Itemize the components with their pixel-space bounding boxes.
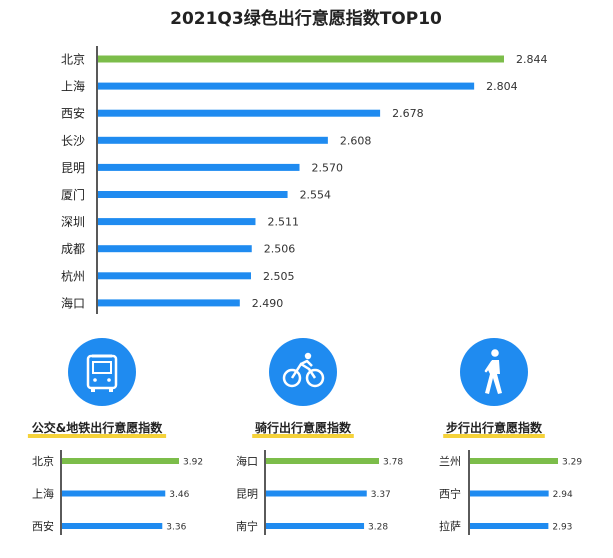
value-label: 2.570 [312,161,344,174]
bar [98,55,504,63]
value-label: 2.506 [264,243,296,256]
value-label: 2.490 [252,297,283,310]
category-label: 昆明 [236,488,258,501]
bar [98,136,328,144]
category-label: 南宁 [236,519,258,533]
title-underline [252,434,354,438]
bar [98,82,475,90]
category-label: 西宁 [439,487,461,501]
bar [98,109,381,117]
category-label: 成都 [61,242,85,256]
category-label: 西安 [32,519,54,533]
category-label: 杭州 [61,268,85,283]
value-label: 3.36 [166,523,186,533]
category-label: 海口 [61,295,85,310]
bar [98,245,252,253]
value-label: 3.28 [368,523,388,533]
value-label: 2.505 [263,270,295,283]
value-label: 3.92 [183,458,203,468]
category-label: 上海 [32,487,54,501]
category-label: 拉萨 [439,519,461,533]
person-head [491,349,499,357]
bar [98,299,240,307]
bus-headlight [107,378,111,382]
value-label: 2.93 [552,523,572,533]
bus-wheel [91,388,95,392]
bar [98,272,251,280]
category-label: 海口 [236,454,258,468]
chart-title: 2021Q3绿色出行意愿指数TOP10 [170,8,442,29]
icon-background [269,338,337,406]
value-label: 3.78 [383,458,403,468]
category-label: 北京 [32,454,54,468]
person-arm [484,360,494,373]
category-label: 昆明 [61,161,85,175]
bus-icon [68,338,136,406]
bicycle-wheel [282,368,302,388]
value-label: 2.804 [486,80,518,93]
bus-window [92,361,112,374]
title-underline [443,434,545,438]
value-label: 2.94 [553,490,573,500]
bicycle-icon [269,338,337,406]
category-label: 长沙 [61,134,85,148]
category-label: 北京 [61,53,85,67]
main-bar-chart: 2021Q3绿色出行意愿指数TOP10 北京 2.844 上海 2.804 西安 2.678… [61,8,548,314]
category-label: 兰州 [439,455,461,468]
value-label: 2.844 [516,53,548,66]
bicycle-frame [290,362,317,379]
bus-wheel [109,388,113,392]
value-label: 3.37 [371,490,391,500]
bar [470,458,558,464]
sub-chart-title: 步行出行意愿指数 [446,420,543,435]
sub-chart-title: 公交&地铁出行意愿指数 [32,420,163,435]
bar [62,523,163,529]
bar [470,490,549,497]
bicycle-wheel [305,368,325,388]
value-label: 2.678 [392,107,424,120]
bar [470,523,549,529]
value-label: 2.511 [267,216,299,229]
bar [98,218,256,226]
person-body [485,360,502,394]
bar [62,490,166,497]
bar [62,458,179,464]
value-label: 2.554 [300,189,332,202]
value-label: 2.608 [340,134,372,147]
category-label: 上海 [61,79,85,94]
rider-head [304,352,312,360]
sub-chart-title: 骑行出行意愿指数 [255,420,352,435]
rider-body [300,359,313,367]
category-label: 深圳 [61,215,85,229]
bar [266,458,379,464]
walking-person-icon [460,338,528,406]
bus-headlight [93,378,97,382]
title-underline [27,434,167,438]
value-label: 3.29 [562,458,582,468]
category-label: 西安 [61,106,85,121]
value-label: 3.46 [169,490,189,500]
bar [98,191,288,198]
bar [266,523,365,529]
bar [266,490,367,497]
bar [98,163,300,171]
category-label: 厦门 [61,187,85,202]
